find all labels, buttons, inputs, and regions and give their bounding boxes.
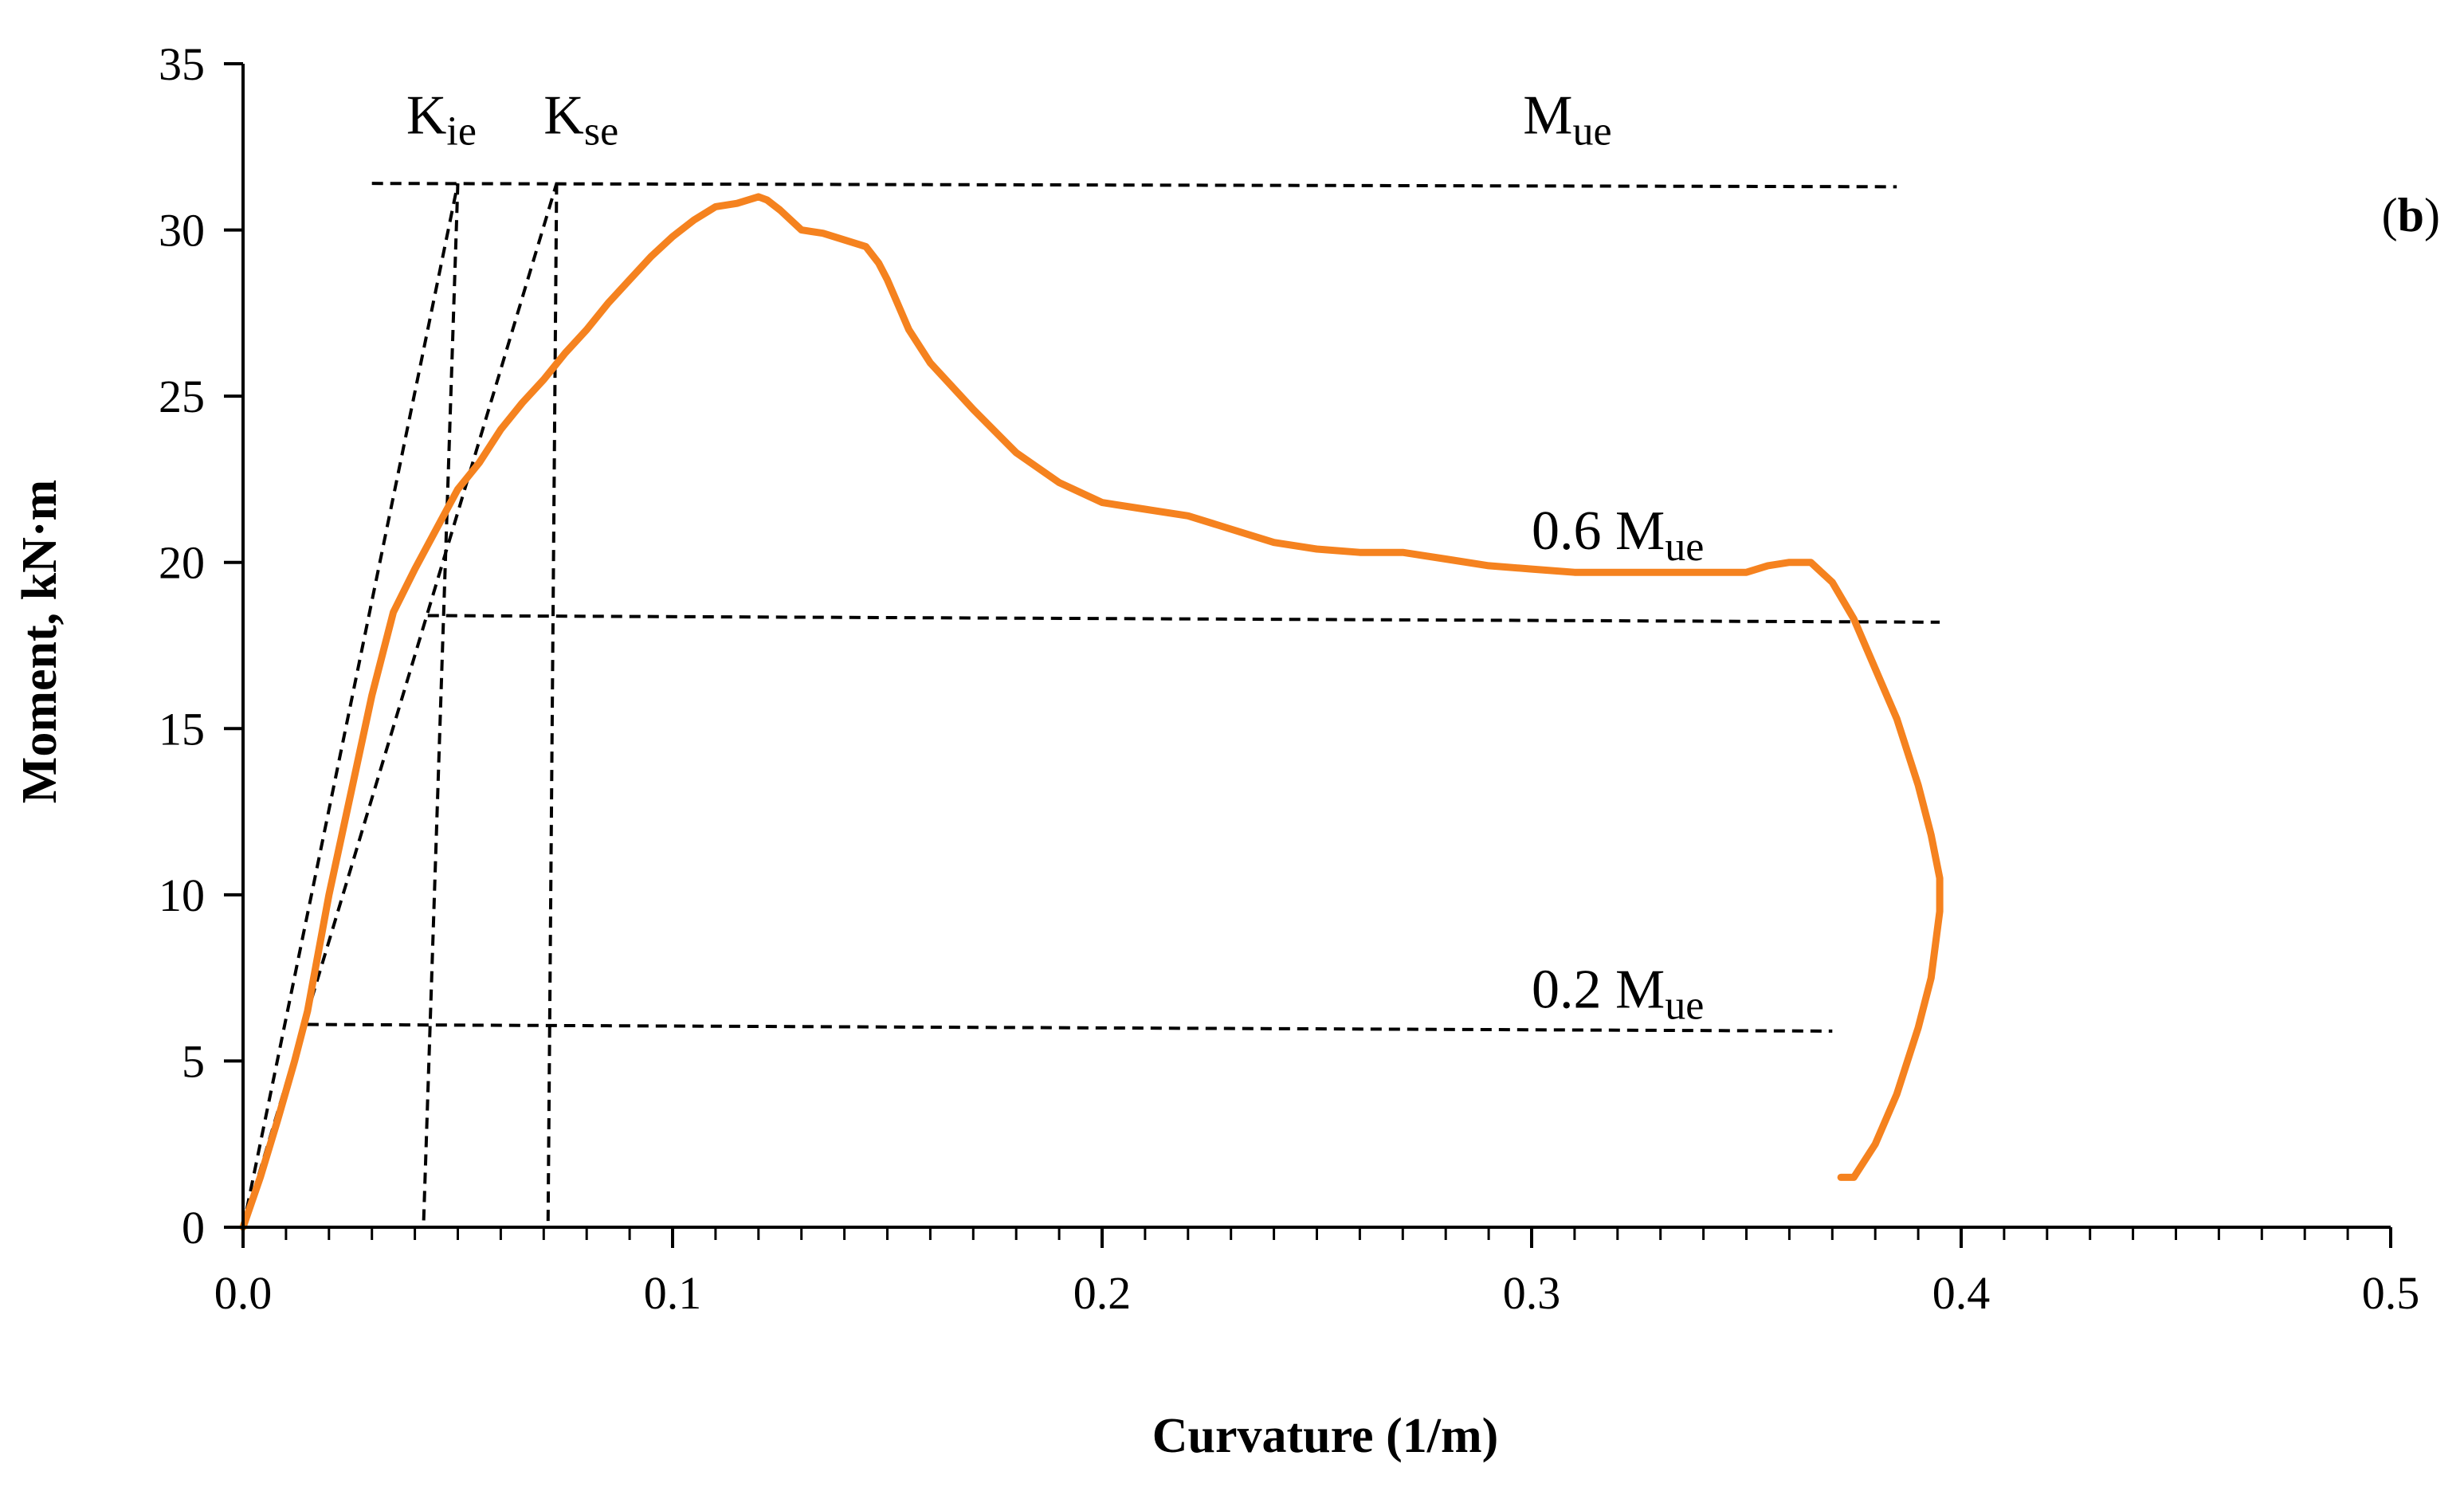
reference-mue-line	[371, 182, 1897, 189]
reference-0-2-mue-line	[307, 1022, 1833, 1033]
y-tick-label: 30	[159, 205, 205, 257]
reference-kie-unloading	[422, 183, 460, 1228]
ticks: 0.0 0.1 0.2 0.3 0.4 0.5 0 5 10 15 20 25 30 35	[159, 38, 2419, 1319]
panel-label-close: )	[2424, 189, 2440, 241]
reference-kie-secant	[241, 182, 460, 1228]
annotations: Kie Kse Mue 0.6 Mue 0.2 Mue	[406, 85, 1705, 1029]
panel-label-open: (	[2382, 189, 2398, 241]
data-series	[239, 193, 1944, 1231]
x-axis-title: Curvature (1/m)	[1152, 1409, 1498, 1463]
y-tick-label: 5	[182, 1035, 205, 1087]
x-tick-label: 0.5	[2362, 1267, 2420, 1319]
reference-lines	[241, 182, 1940, 1228]
annotation-label: 0.6 Mue	[1532, 500, 1704, 570]
y-tick-label: 10	[159, 869, 205, 921]
x-tick-label: 0.4	[1932, 1267, 1991, 1319]
y-tick-label: 0	[182, 1202, 205, 1254]
reference-kse-vertical	[546, 183, 559, 1228]
x-tick-label: 0.3	[1503, 1267, 1561, 1319]
reference-0-6-mue-line	[427, 614, 1940, 624]
annotation-label: Mue	[1523, 85, 1611, 155]
annotation-label: Kse	[543, 85, 618, 155]
reference-kse-secant	[241, 182, 559, 1228]
y-tick-label: 25	[159, 371, 205, 422]
y-tick-label: 20	[159, 537, 205, 589]
axes	[241, 64, 2391, 1229]
x-tick-label: 0.2	[1073, 1267, 1132, 1319]
annotation-label: 0.2 Mue	[1532, 959, 1704, 1029]
x-tick-label: 0.1	[644, 1267, 702, 1319]
series-line	[239, 193, 1944, 1231]
annotation-label: Kie	[406, 85, 477, 155]
y-tick-label: 35	[159, 38, 205, 90]
x-tick-label: 0.0	[214, 1267, 273, 1319]
panel-label: (b)	[2382, 189, 2440, 241]
y-tick-label: 15	[159, 703, 205, 755]
panel-label-letter: b	[2398, 189, 2424, 241]
y-axis-title: Moment, kN·m	[13, 480, 67, 803]
